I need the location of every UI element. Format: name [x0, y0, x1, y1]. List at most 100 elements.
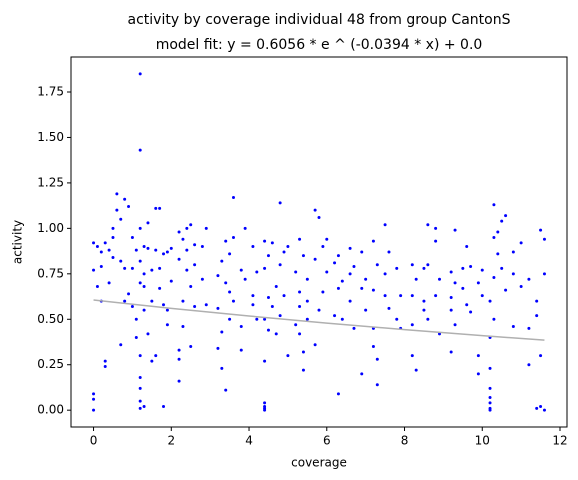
data-point — [340, 317, 344, 321]
data-point — [410, 263, 414, 267]
data-point — [134, 248, 138, 252]
data-point — [216, 346, 220, 350]
data-point — [255, 317, 259, 321]
data-point — [216, 274, 220, 278]
data-point — [383, 272, 387, 276]
data-point — [298, 332, 302, 336]
data-point — [266, 295, 270, 299]
x-tick-label: 0 — [90, 434, 98, 448]
data-point — [410, 323, 414, 327]
data-point — [527, 277, 531, 281]
data-point — [99, 265, 103, 269]
data-point — [138, 399, 142, 403]
x-tick-label: 8 — [401, 434, 409, 448]
data-point — [488, 395, 492, 399]
data-point — [453, 281, 457, 285]
data-point — [375, 383, 379, 387]
data-point — [426, 223, 430, 227]
data-point — [220, 259, 224, 263]
data-point — [142, 308, 146, 312]
data-point — [107, 248, 111, 252]
data-point — [286, 354, 290, 358]
data-point — [243, 277, 247, 281]
data-point — [298, 305, 302, 309]
data-point — [496, 252, 500, 256]
data-point — [360, 250, 364, 254]
data-point — [165, 250, 169, 254]
data-point — [92, 397, 96, 401]
data-point — [535, 299, 539, 303]
data-point — [111, 226, 115, 230]
data-point — [115, 208, 119, 212]
data-point — [360, 286, 364, 290]
data-point — [511, 325, 515, 329]
data-point — [399, 294, 403, 298]
data-point — [539, 228, 543, 232]
data-point — [305, 317, 309, 321]
data-point — [228, 252, 232, 256]
data-point — [542, 272, 546, 276]
data-point — [107, 281, 111, 285]
data-point — [119, 217, 123, 221]
data-point — [488, 299, 492, 303]
data-point — [251, 245, 255, 249]
data-point — [177, 348, 181, 352]
data-point — [449, 270, 453, 274]
data-point — [480, 268, 484, 272]
data-point — [138, 354, 142, 358]
data-point — [371, 288, 375, 292]
data-point — [181, 325, 185, 329]
data-point — [270, 305, 274, 309]
data-point — [181, 237, 185, 241]
data-point — [453, 323, 457, 327]
data-point — [375, 357, 379, 361]
data-point — [500, 219, 504, 223]
y-tick-label: 1.75 — [37, 85, 64, 99]
y-tick-label: 0.25 — [37, 357, 64, 371]
data-point — [325, 270, 329, 274]
data-point — [103, 359, 107, 363]
data-point — [185, 226, 189, 230]
data-point — [438, 277, 442, 281]
data-point — [251, 303, 255, 307]
data-point — [115, 192, 119, 196]
data-point — [169, 279, 173, 283]
data-point — [395, 317, 399, 321]
data-point — [255, 270, 259, 274]
data-point — [263, 266, 267, 270]
data-point — [224, 388, 228, 392]
data-point — [414, 368, 418, 372]
data-point — [449, 308, 453, 312]
data-point — [317, 308, 321, 312]
plot-frame — [70, 56, 568, 428]
data-point — [488, 386, 492, 390]
data-point — [375, 263, 379, 267]
data-point — [95, 285, 99, 289]
x-tick-label: 10 — [475, 434, 490, 448]
data-point — [313, 343, 317, 347]
data-point — [352, 265, 356, 269]
data-point — [127, 292, 131, 296]
data-point — [158, 206, 162, 210]
data-point — [336, 254, 340, 258]
data-point — [321, 245, 325, 249]
data-point — [434, 239, 438, 243]
data-point — [193, 305, 197, 309]
data-point — [348, 246, 352, 250]
data-point — [263, 317, 267, 321]
data-point — [336, 286, 340, 290]
data-point — [162, 252, 166, 256]
data-point — [263, 405, 267, 409]
data-point — [154, 354, 158, 358]
data-point — [461, 266, 465, 270]
x-tick-label: 12 — [552, 434, 567, 448]
data-point — [263, 359, 267, 363]
data-point — [360, 372, 364, 376]
data-point — [286, 245, 290, 249]
data-point — [333, 314, 337, 318]
data-point — [228, 290, 232, 294]
data-point — [119, 259, 123, 263]
data-point — [103, 365, 107, 369]
data-point — [138, 148, 142, 152]
data-point — [325, 237, 329, 241]
